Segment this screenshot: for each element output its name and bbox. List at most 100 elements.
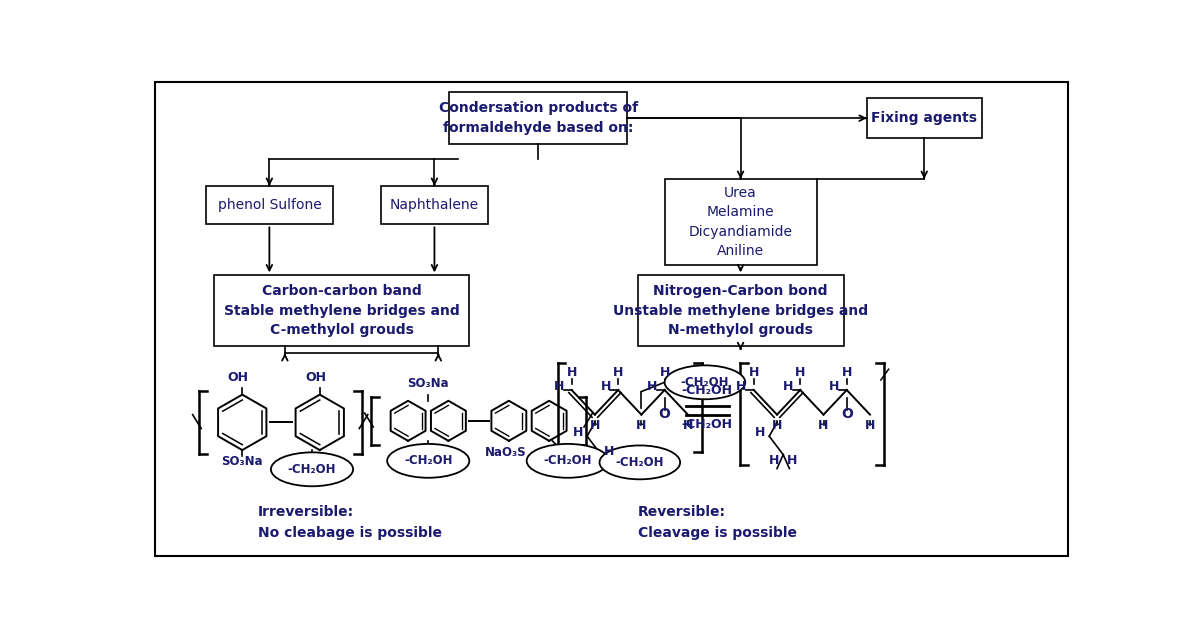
Text: ACT ACT
ACT ACT
ACT: ACT ACT ACT ACT ACT [291, 197, 333, 232]
Text: OH: OH [228, 371, 248, 384]
Text: ACT ACT
ACT ACT
ACT: ACT ACT ACT ACT ACT [997, 105, 1038, 140]
Text: ACT ACT
ACT ACT
ACT: ACT ACT ACT ACT ACT [795, 197, 837, 232]
Bar [214, 276, 469, 346]
Text: Irreversible:
No cleabage is possible: Irreversible: No cleabage is possible [258, 506, 442, 540]
Ellipse shape [599, 446, 681, 479]
Text: ACT ACT
ACT ACT
ACT: ACT ACT ACT ACT ACT [795, 382, 837, 416]
Text: H: H [683, 418, 693, 432]
Text: H: H [864, 418, 875, 432]
Text: H: H [842, 366, 853, 379]
Text: ACT ACT
ACT ACT
ACT: ACT ACT ACT ACT ACT [795, 474, 837, 509]
Text: H: H [554, 380, 565, 393]
Ellipse shape [665, 365, 745, 399]
Text: ACT ACT
ACT ACT
ACT: ACT ACT ACT ACT ACT [392, 197, 433, 232]
Bar [449, 92, 627, 144]
Text: H: H [573, 426, 583, 439]
Text: H: H [659, 366, 670, 379]
Text: H: H [829, 380, 839, 393]
Text: H: H [818, 418, 829, 432]
Text: H: H [782, 380, 793, 393]
Text: -CH₂OH: -CH₂OH [682, 418, 733, 431]
Text: SO₃Na: SO₃Na [221, 456, 263, 468]
Text: O: O [841, 407, 853, 421]
Text: H: H [755, 426, 765, 439]
Text: -CH₂OH: -CH₂OH [288, 463, 337, 476]
Text: ACT ACT
ACT ACT
ACT: ACT ACT ACT ACT ACT [695, 289, 736, 324]
Text: ACT ACT
ACT ACT
ACT: ACT ACT ACT ACT ACT [896, 105, 937, 140]
Text: H: H [647, 380, 658, 393]
Text: ACT ACT
ACT ACT
ACT: ACT ACT ACT ACT ACT [795, 289, 837, 324]
Text: ACT ACT
ACT ACT
ACT: ACT ACT ACT ACT ACT [291, 382, 333, 416]
Ellipse shape [387, 444, 469, 478]
Text: ACT ACT
ACT ACT
ACT: ACT ACT ACT ACT ACT [191, 474, 232, 509]
Text: NaO₃S: NaO₃S [485, 446, 527, 459]
Text: ACT ACT
ACT ACT
ACT: ACT ACT ACT ACT ACT [493, 289, 534, 324]
Text: ACT ACT
ACT ACT
ACT: ACT ACT ACT ACT ACT [291, 289, 333, 324]
Text: ACT ACT
ACT ACT
ACT: ACT ACT ACT ACT ACT [392, 289, 433, 324]
Text: ACT ACT
ACT ACT
ACT: ACT ACT ACT ACT ACT [493, 105, 534, 140]
Text: O: O [659, 407, 671, 421]
Text: ACT ACT
ACT ACT
ACT: ACT ACT ACT ACT ACT [695, 197, 736, 232]
Text: H: H [795, 366, 806, 379]
Text: ACT ACT
ACT ACT
ACT: ACT ACT ACT ACT ACT [695, 474, 736, 509]
Text: Nitrogen-Carbon bond
Unstable methylene bridges and
N-methylol grouds: Nitrogen-Carbon bond Unstable methylene … [613, 284, 868, 337]
Bar [867, 98, 981, 138]
Text: ACT ACT
ACT ACT
ACT: ACT ACT ACT ACT ACT [896, 289, 937, 324]
Bar [381, 186, 488, 224]
Text: ACT ACT
ACT ACT
ACT: ACT ACT ACT ACT ACT [191, 382, 232, 416]
Text: ACT ACT
ACT ACT
ACT: ACT ACT ACT ACT ACT [392, 105, 433, 140]
Text: H: H [601, 380, 611, 393]
Bar [205, 186, 333, 224]
Text: SO₃Na: SO₃Na [407, 377, 449, 390]
Text: ACT ACT
ACT ACT
ACT: ACT ACT ACT ACT ACT [593, 474, 635, 509]
Text: H: H [749, 366, 759, 379]
Text: ACT ACT
ACT ACT
ACT: ACT ACT ACT ACT ACT [291, 105, 333, 140]
Text: H: H [737, 380, 746, 393]
Text: H: H [636, 418, 647, 432]
Text: ACT ACT
ACT ACT
ACT: ACT ACT ACT ACT ACT [593, 197, 635, 232]
Text: -CH₂OH: -CH₂OH [682, 384, 733, 397]
Text: ACT ACT
ACT ACT
ACT: ACT ACT ACT ACT ACT [392, 474, 433, 509]
Bar [665, 179, 817, 265]
Text: ACT ACT
ACT ACT
ACT: ACT ACT ACT ACT ACT [493, 197, 534, 232]
Text: ACT ACT
ACT ACT
ACT: ACT ACT ACT ACT ACT [392, 382, 433, 416]
Text: H: H [771, 418, 782, 432]
Text: ACT ACT
ACT ACT
ACT: ACT ACT ACT ACT ACT [896, 474, 937, 509]
Text: -CH₂OH: -CH₂OH [543, 454, 592, 467]
Text: H: H [787, 454, 798, 467]
Text: ACT ACT
ACT ACT
ACT: ACT ACT ACT ACT ACT [695, 382, 736, 416]
Text: H: H [769, 454, 780, 467]
Text: Naphthalene: Naphthalene [390, 198, 479, 212]
Text: ACT ACT
ACT ACT
ACT: ACT ACT ACT ACT ACT [997, 289, 1038, 324]
Ellipse shape [527, 444, 609, 478]
Text: ACT ACT
ACT ACT
ACT: ACT ACT ACT ACT ACT [997, 474, 1038, 509]
Text: Urea
Melamine
Dicyandiamide
Aniline: Urea Melamine Dicyandiamide Aniline [689, 186, 793, 258]
Text: -CH₂OH: -CH₂OH [616, 456, 664, 469]
Text: -CH₂OH: -CH₂OH [681, 376, 730, 389]
Text: ACT ACT
ACT ACT
ACT: ACT ACT ACT ACT ACT [291, 474, 333, 509]
Text: ACT ACT
ACT ACT
ACT: ACT ACT ACT ACT ACT [593, 382, 635, 416]
Text: ACT ACT
ACT ACT
ACT: ACT ACT ACT ACT ACT [695, 105, 736, 140]
Text: ACT ACT
ACT ACT
ACT: ACT ACT ACT ACT ACT [795, 105, 837, 140]
Ellipse shape [271, 453, 353, 486]
Text: ACT ACT
ACT ACT
ACT: ACT ACT ACT ACT ACT [593, 105, 635, 140]
Text: ACT ACT
ACT ACT
ACT: ACT ACT ACT ACT ACT [191, 105, 232, 140]
Text: ACT ACT
ACT ACT
ACT: ACT ACT ACT ACT ACT [997, 382, 1038, 416]
Text: OH: OH [306, 371, 326, 384]
Text: ACT ACT
ACT ACT
ACT: ACT ACT ACT ACT ACT [191, 197, 232, 232]
Text: ACT ACT
ACT ACT
ACT: ACT ACT ACT ACT ACT [593, 289, 635, 324]
Text: ACT ACT
ACT ACT
ACT: ACT ACT ACT ACT ACT [896, 382, 937, 416]
Text: ACT ACT
ACT ACT
ACT: ACT ACT ACT ACT ACT [191, 289, 232, 324]
Text: H: H [590, 418, 601, 432]
Text: H: H [604, 445, 614, 458]
Bar [638, 276, 844, 346]
Text: Fixing agents: Fixing agents [872, 111, 977, 125]
Text: -CH₂OH: -CH₂OH [404, 454, 453, 467]
Text: phenol Sulfone: phenol Sulfone [217, 198, 321, 212]
Text: ACT ACT
ACT ACT
ACT: ACT ACT ACT ACT ACT [493, 474, 534, 509]
Text: H: H [566, 366, 577, 379]
Text: Condersation products of
formaldehyde based on:: Condersation products of formaldehyde ba… [438, 102, 638, 135]
Text: H: H [613, 366, 623, 379]
Text: ACT ACT
ACT ACT
ACT: ACT ACT ACT ACT ACT [997, 197, 1038, 232]
Text: ACT ACT
ACT ACT
ACT: ACT ACT ACT ACT ACT [493, 382, 534, 416]
